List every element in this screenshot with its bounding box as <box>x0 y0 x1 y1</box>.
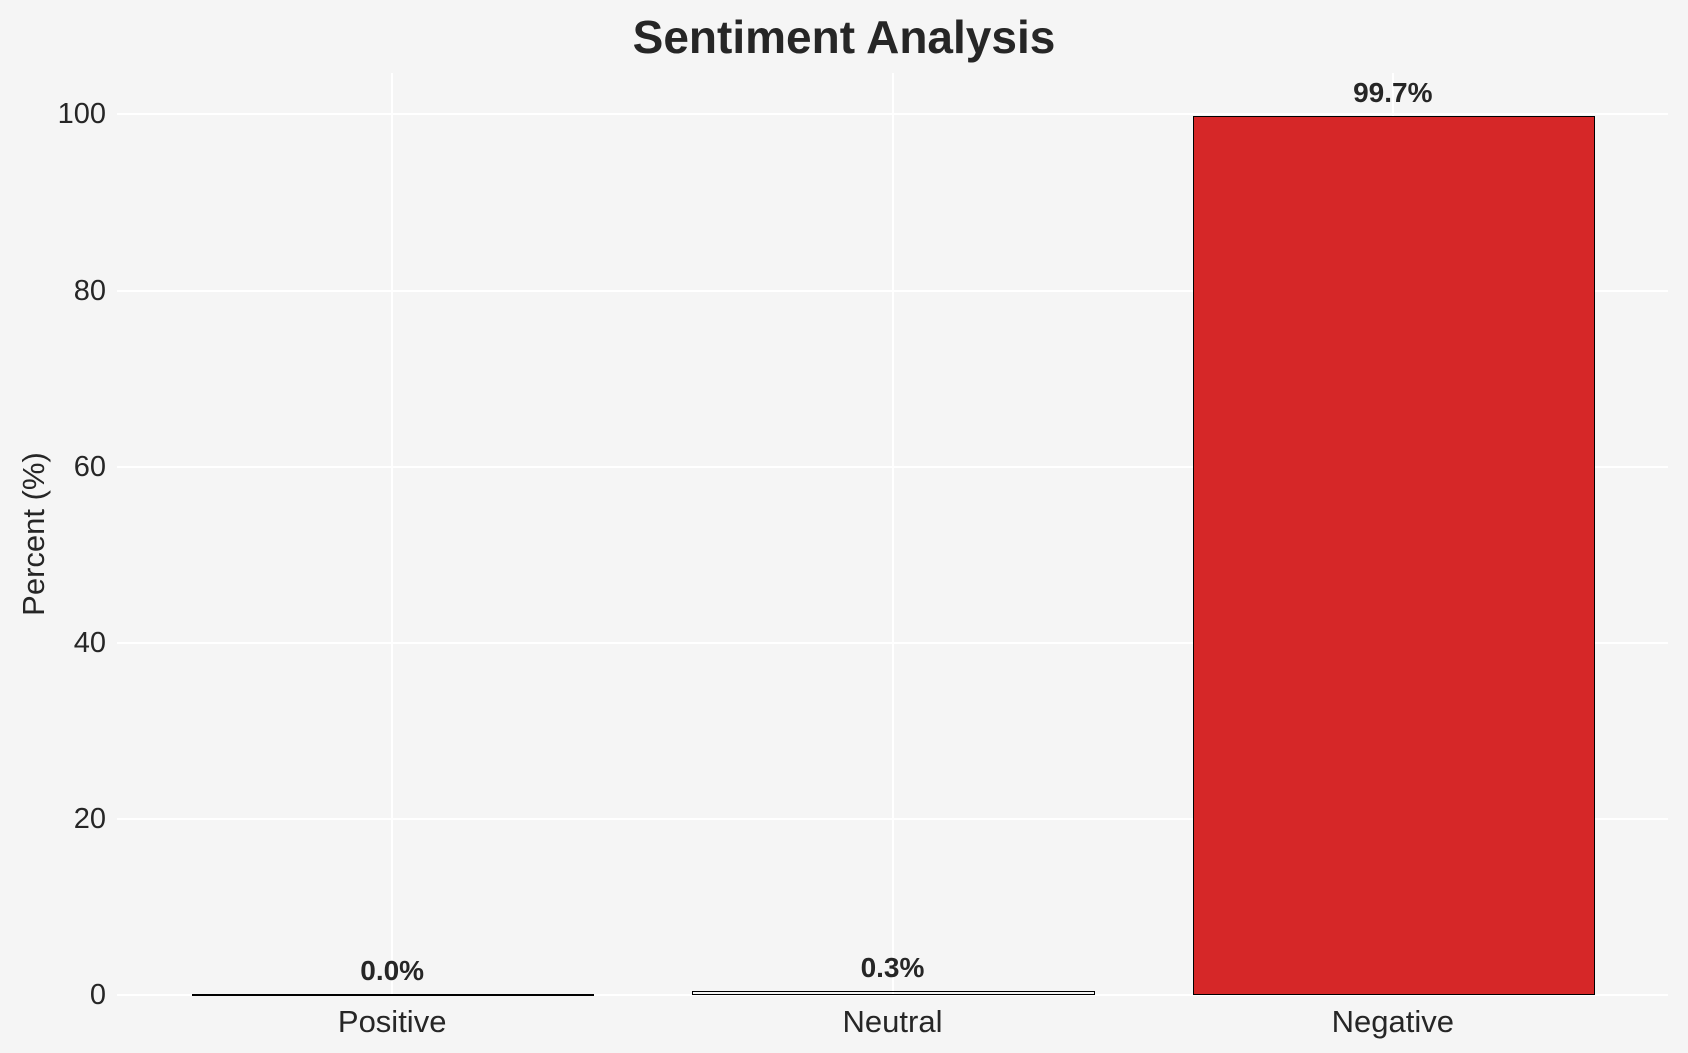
value-label-neutral: 0.3% <box>860 952 925 984</box>
plot-area <box>117 73 1668 996</box>
chart-title: Sentiment Analysis <box>632 11 1056 63</box>
y-tick-label-20: 20 <box>73 802 106 835</box>
gridline-x-positive <box>391 73 394 995</box>
y-tick-label-100: 100 <box>57 98 106 131</box>
gridline-x-neutral <box>891 73 894 995</box>
bar-negative <box>1192 115 1595 996</box>
x-tick-label-neutral: Neutral <box>842 1004 943 1039</box>
x-tick-label-negative: Negative <box>1331 1004 1454 1039</box>
value-label-negative: 99.7% <box>1353 77 1433 109</box>
y-tick-label-40: 40 <box>73 626 106 659</box>
x-tick-label-positive: Positive <box>337 1004 447 1039</box>
bar-neutral <box>692 990 1095 996</box>
y-tick-label-0: 0 <box>89 979 106 1011</box>
y-tick-label-80: 80 <box>73 274 106 307</box>
value-label-positive: 0.0% <box>360 955 425 986</box>
y-tick-label-60: 60 <box>73 450 106 483</box>
bar-positive <box>192 993 595 996</box>
